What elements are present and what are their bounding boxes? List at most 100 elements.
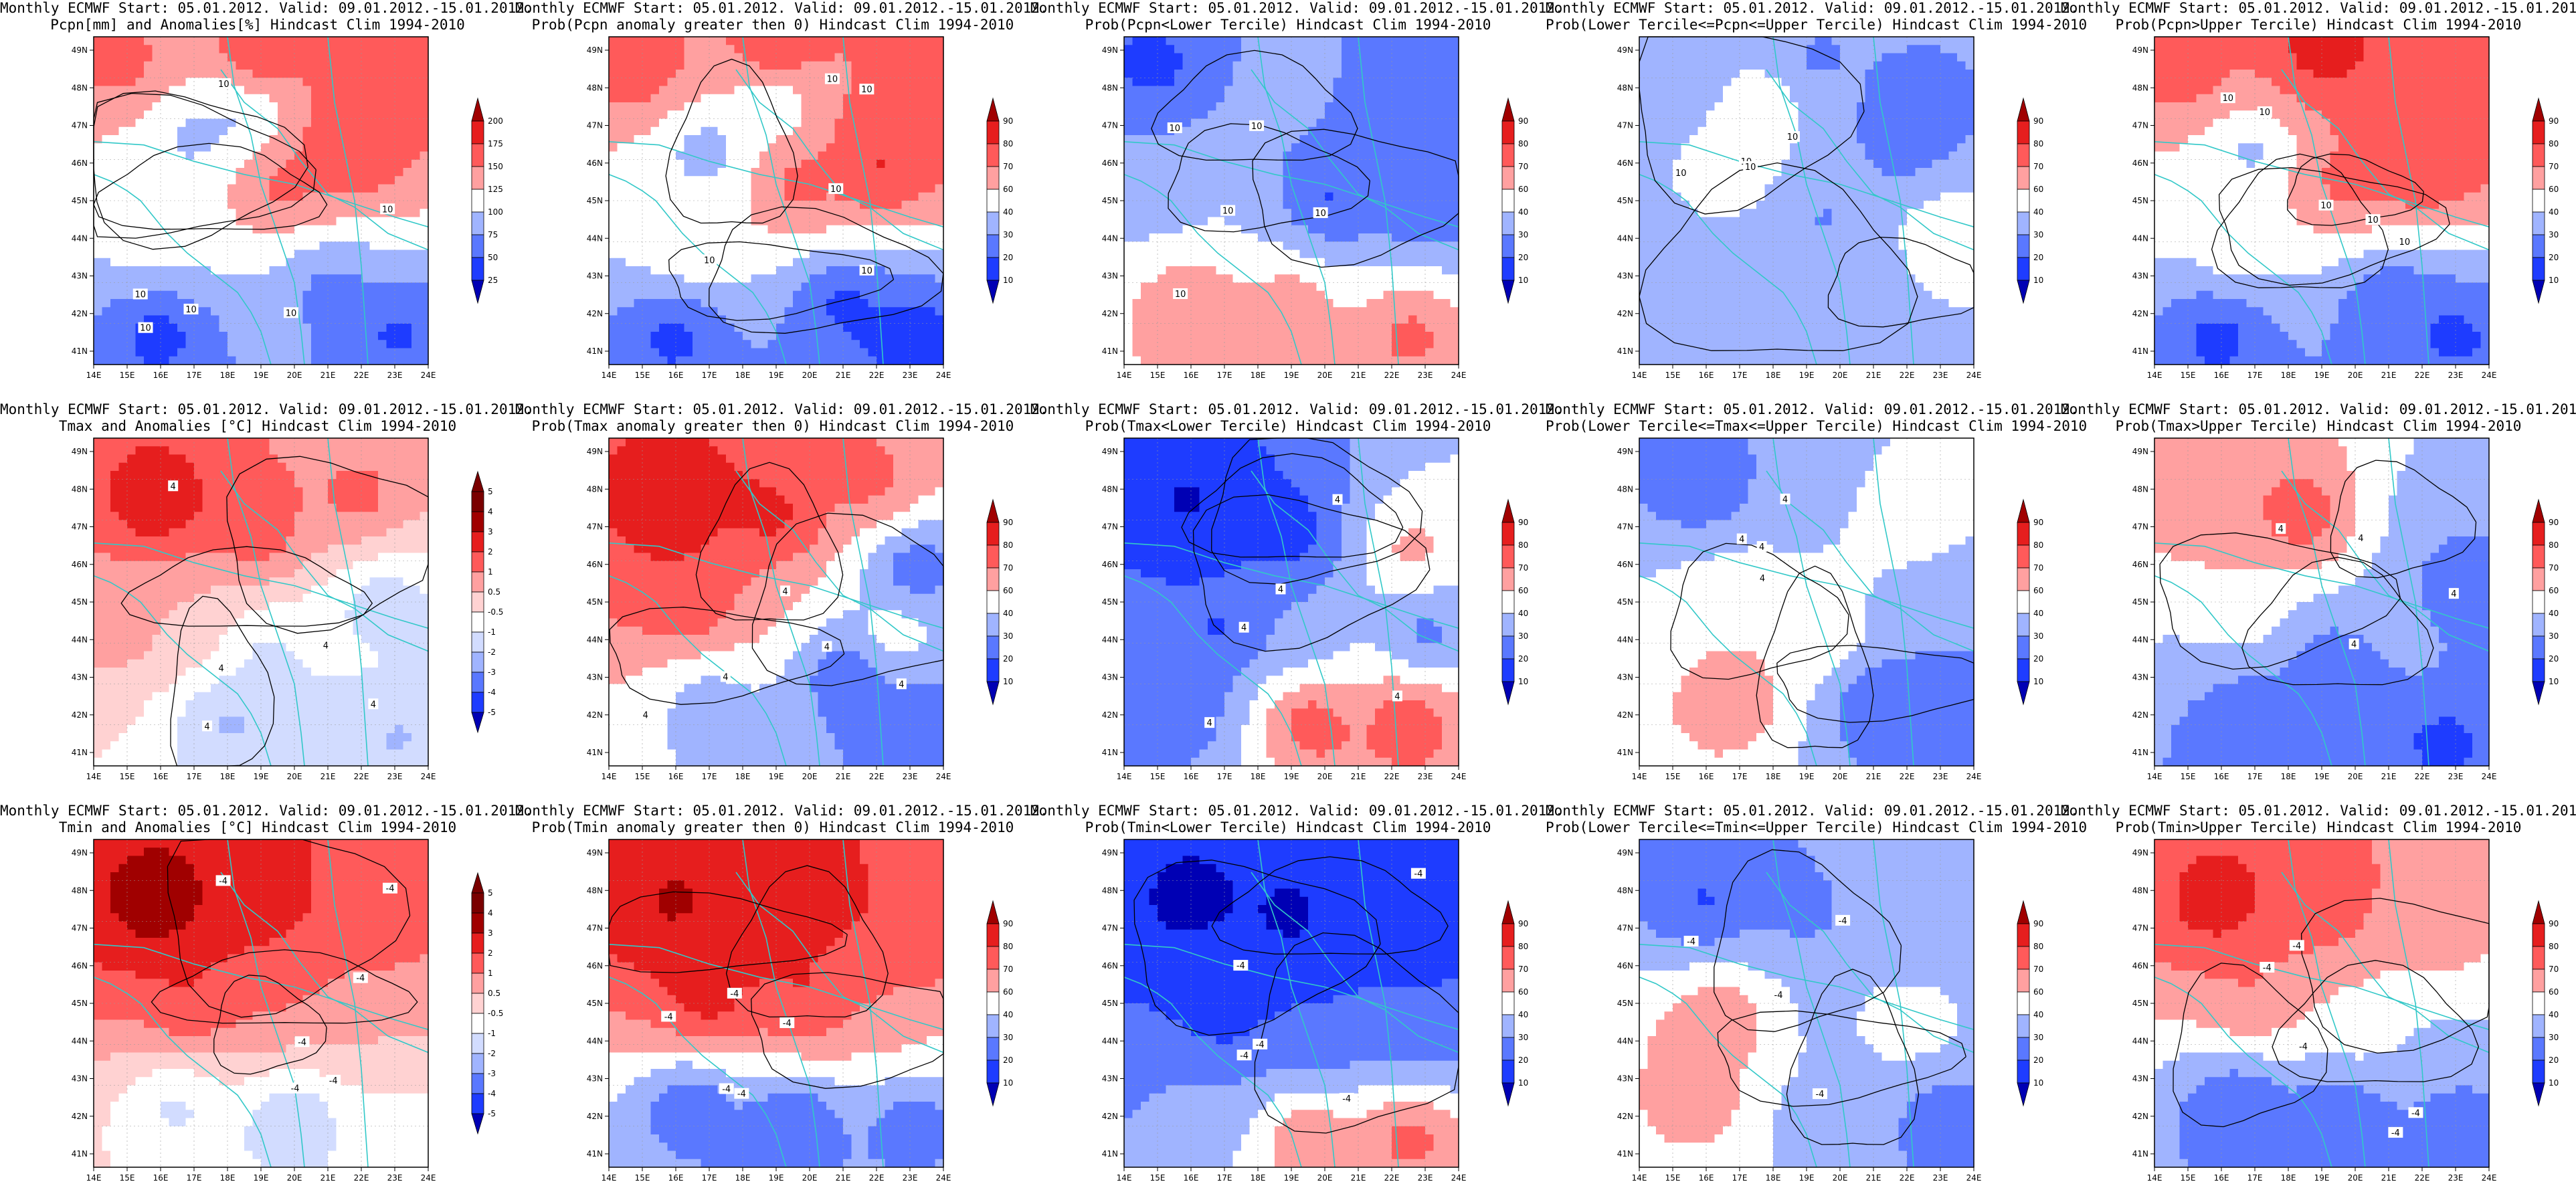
lat-tick-label: 49N xyxy=(2132,45,2148,55)
lon-tick-label: 15E xyxy=(1665,371,1681,380)
lat-tick-label: 42N xyxy=(1102,710,1118,720)
graticule xyxy=(94,839,428,1167)
contour-lines xyxy=(2173,898,2490,1128)
lon-tick-label: 15E xyxy=(1150,1173,1166,1183)
forecast-map-1-1: 4 4 4 4 4 14E 15E 16E 17E 18E 19E 20E 21E 22E 23E 24E 49… xyxy=(587,437,1013,781)
lon-tick-label: 23E xyxy=(1933,1173,1948,1183)
panel-title-line2: Prob(Pcpn anomaly greater then 0) Hindca… xyxy=(515,17,1030,33)
contour-label: -4 xyxy=(219,876,227,886)
legend-tick-label: 30 xyxy=(1518,230,1528,239)
forecast-map-2-1: -4 -4 -4 -4 -4 14E 15E 16E 17E 18E 19E 20E 21E 22E 23E… xyxy=(587,839,1013,1183)
lon-tick-label: 18E xyxy=(735,371,751,380)
contour-label: -4 xyxy=(356,974,365,984)
lon-tick-label: 16E xyxy=(153,371,169,380)
lon-tick-label: 19E xyxy=(1799,1173,1815,1183)
lon-tick-label: 21E xyxy=(1351,1173,1366,1183)
legend-tick-label: 150 xyxy=(488,162,503,171)
legend-tick-label: 80 xyxy=(2549,942,2559,951)
lon-tick-label: 19E xyxy=(769,772,784,781)
color-legend: 200 175 150 125 100 75 50 25 xyxy=(471,97,503,304)
contour-label: -4 xyxy=(737,1090,746,1100)
contour-label: 10 xyxy=(382,205,393,215)
lat-tick-label: 43N xyxy=(72,673,88,682)
legend-tick-label: 80 xyxy=(1518,139,1528,148)
lat-tick-label: 41N xyxy=(1102,1149,1118,1159)
legend-tick-label: 30 xyxy=(2033,1033,2043,1042)
lon-tick-label: 24E xyxy=(1966,371,1982,380)
lat-tick-label: 44N xyxy=(2132,635,2148,644)
color-legend: 90 80 70 60 40 30 20 10 xyxy=(986,498,1013,706)
color-legend: 90 80 70 60 40 30 20 10 xyxy=(1501,97,1528,304)
lon-tick-label: 15E xyxy=(1665,1173,1681,1183)
shaded-field xyxy=(1124,839,1459,1168)
legend-tick-label: -0.5 xyxy=(488,1009,503,1018)
lat-tick-label: 47N xyxy=(1102,924,1118,933)
coastlines-borders xyxy=(1639,839,1974,1168)
legend-tick-label: 20 xyxy=(2033,253,2043,262)
map-panel-0-0: 10 10 10 10 10 10 14E 15E 16E 17E 18E 19E 20E 21E 22E 2… xyxy=(0,0,533,401)
legend-tick-label: 60 xyxy=(1003,987,1013,997)
legend-tick-label: 60 xyxy=(2549,987,2559,997)
lon-tick-label: 16E xyxy=(153,772,169,781)
lon-tick-label: 20E xyxy=(287,1173,302,1183)
lon-tick-label: 17E xyxy=(187,371,202,380)
lon-tick-label: 14E xyxy=(86,371,102,380)
map-panel-1-2: 4 4 4 4 4 14E 15E 16E 17E 18E 19E 20E 21E 22E 23E 24E 49… xyxy=(1030,401,1564,803)
contour-lines xyxy=(1181,437,1431,652)
shaded-field xyxy=(94,839,429,1168)
legend-tick-label: 30 xyxy=(2033,230,2043,239)
lat-tick-label: 43N xyxy=(587,673,603,682)
legend-tick-label: 3 xyxy=(488,928,493,938)
lat-tick-label: 47N xyxy=(1617,121,1633,130)
contour-label: 10 xyxy=(286,308,297,318)
legend-tick-label: 70 xyxy=(2033,162,2043,171)
color-legend: 5 4 3 2 1 0.5 -0.5 -1 -2 -3 -4 -5 xyxy=(471,872,503,1135)
legend-tick-label: 5 xyxy=(488,487,493,496)
lon-tick-label: 14E xyxy=(2147,371,2163,380)
color-legend: 90 80 70 60 40 30 20 10 xyxy=(2017,498,2043,706)
map-panel-1-3: 4 4 4 4 14E 15E 16E 17E 18E 19E 20E 21E 22E 23E 24E 49N… xyxy=(1546,401,2087,803)
lon-tick-label: 20E xyxy=(287,371,302,380)
lon-tick-label: 24E xyxy=(2482,371,2497,380)
contour-label: 10 xyxy=(861,266,872,276)
lat-tick-label: 47N xyxy=(2132,522,2148,532)
lon-tick-label: 24E xyxy=(421,1173,436,1183)
legend-tick-label: 3 xyxy=(488,527,493,536)
lon-tick-label: 22E xyxy=(2415,772,2430,781)
contour-label: 4 xyxy=(1241,623,1247,633)
lat-tick-label: 45N xyxy=(587,597,603,607)
contour-label: 10 xyxy=(827,75,838,85)
lon-tick-label: 19E xyxy=(769,371,784,380)
legend-tick-label: 40 xyxy=(2549,207,2559,217)
legend-tick-label: 40 xyxy=(1003,609,1013,618)
lat-tick-label: 49N xyxy=(1617,447,1633,456)
legend-tick-label: 20 xyxy=(1518,253,1528,262)
legend-tick-label: 20 xyxy=(2549,253,2559,262)
legend-tick-label: 75 xyxy=(488,230,498,239)
shaded-field xyxy=(609,37,944,365)
legend-tick-label: 20 xyxy=(2549,1056,2559,1065)
contour-label: -4 xyxy=(291,1084,300,1094)
lon-tick-label: 21E xyxy=(2381,772,2397,781)
contour-label: -4 xyxy=(329,1076,338,1086)
lon-tick-label: 18E xyxy=(735,772,751,781)
map-panel-2-0: -4 -4 -4 -4 -4 -4 14E 15E 16E 17E 18E 19E 20E 21E 22E 2… xyxy=(0,803,533,1204)
legend-tick-label: -1 xyxy=(488,1029,496,1038)
forecast-map-1-4: 4 4 4 4 14E 15E 16E 17E 18E 19E 20E 21E 22E 23E 24E 49N… xyxy=(2132,437,2559,781)
contour-label: -4 xyxy=(1687,937,1695,947)
lat-tick-label: 46N xyxy=(587,560,603,569)
lat-tick-label: 41N xyxy=(2132,346,2148,356)
lat-tick-label: 43N xyxy=(2132,272,2148,281)
legend-tick-label: 60 xyxy=(2549,185,2559,194)
lat-tick-label: 47N xyxy=(1102,522,1118,532)
contour-lines xyxy=(2159,460,2477,686)
lat-tick-label: 44N xyxy=(2132,233,2148,243)
lon-tick-label: 16E xyxy=(1699,371,1714,380)
lat-tick-label: 41N xyxy=(587,346,603,356)
legend-tick-label: -4 xyxy=(488,688,496,697)
map-panel-0-4: 10 10 10 10 10 14E 15E 16E 17E 18E 19E 20E 21E 22E 23E… xyxy=(2061,0,2576,401)
lon-tick-label: 22E xyxy=(1900,772,1915,781)
legend-tick-label: 40 xyxy=(1518,1010,1528,1019)
coastlines-borders xyxy=(1123,36,1459,365)
legend-tick-label: 125 xyxy=(488,185,503,194)
